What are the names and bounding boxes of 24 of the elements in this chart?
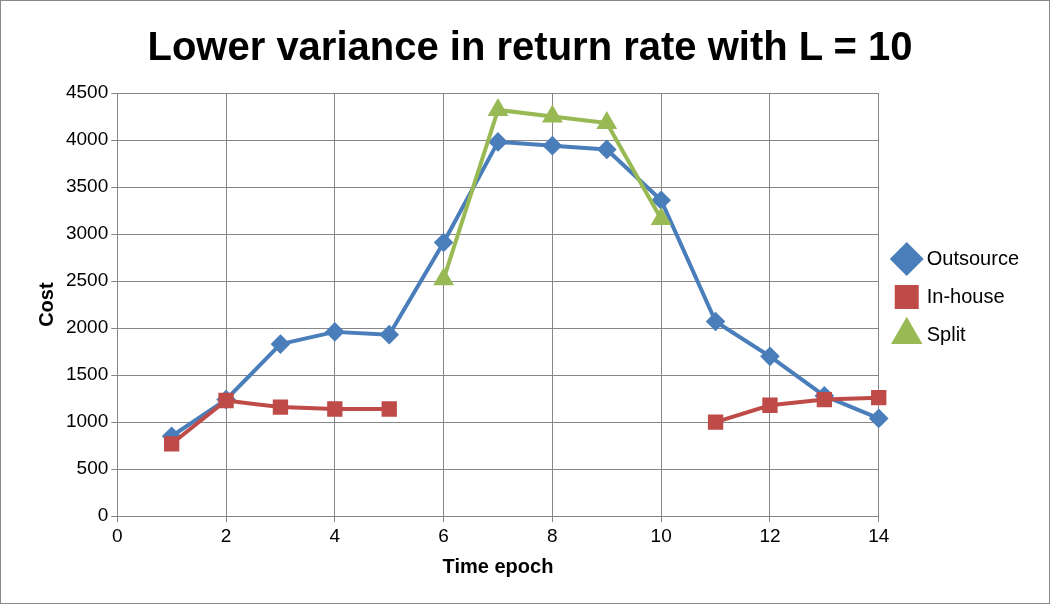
y-tick-label: 1000 (65, 410, 109, 432)
x-tick-label: 0 (111, 524, 123, 546)
x-tick-label: 8 (547, 524, 558, 546)
y-tick-label: 2500 (65, 269, 109, 291)
x-tick-label: 4 (329, 524, 341, 546)
x-tick-label: 10 (650, 524, 672, 546)
y-axis-title: Cost (34, 282, 57, 327)
y-tick-label: 3500 (65, 175, 109, 197)
y-tick-label: 4000 (65, 128, 109, 150)
legend-label: Split (926, 322, 967, 345)
x-tick-label: 2 (220, 524, 232, 546)
y-tick-label: 4500 (65, 81, 109, 103)
y-tick-label: 500 (76, 457, 109, 479)
x-tick-label: 12 (759, 524, 781, 546)
y-tick-label: 0 (97, 504, 109, 526)
legend-label: Outsource (926, 246, 1019, 269)
chart-title: Lower variance in return rate with L = 10 (147, 24, 913, 69)
x-tick-label: 14 (868, 524, 890, 546)
x-tick-label: 6 (438, 524, 449, 546)
legend-label: In-house (926, 284, 1005, 307)
y-tick-label: 2000 (65, 316, 109, 338)
x-axis-title: Time epoch (442, 554, 554, 577)
y-tick-label: 1500 (65, 363, 109, 385)
y-tick-label: 3000 (65, 222, 109, 244)
